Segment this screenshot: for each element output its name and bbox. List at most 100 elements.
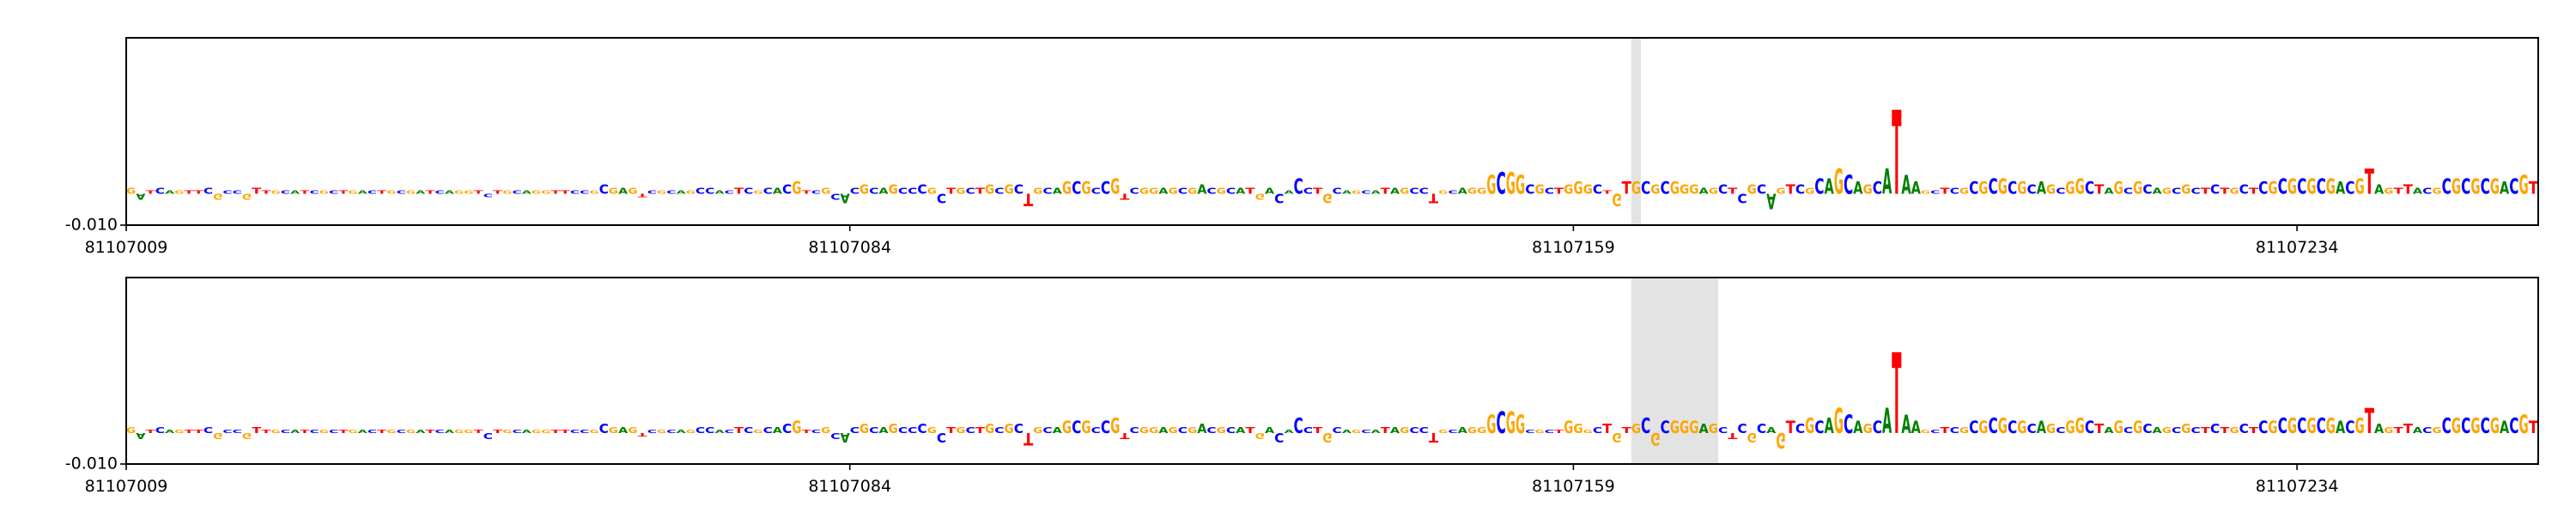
logo-letter: G [1477,425,1486,436]
logo-letter: T [1429,430,1438,444]
logo-letter: A [1853,418,1862,437]
logo-letter: A [136,430,145,441]
logo-letter: G [213,192,222,202]
logo-letter: C [309,190,319,195]
logo-letter: T [1245,186,1255,196]
logo-letter: T [1120,430,1129,441]
logo-letter: A [1698,421,1708,436]
logo-letter: G [2017,418,2026,437]
logo-letter: T [638,192,647,198]
logo-letter: G [821,186,830,196]
logo-letter: C [2317,413,2326,438]
logo-letter: C [2481,413,2490,438]
logo-letter: G [454,429,464,434]
logo-letter: C [1593,182,1602,197]
logo-letter: A [1158,425,1168,436]
logo-letter: C [1757,182,1766,197]
logo-letter: G [1612,430,1621,444]
logo-letter: A [1882,401,1892,441]
logo-letter: T [1554,186,1564,196]
logo-letter: G [271,190,281,195]
logo-letter: A [878,425,888,436]
logo-letter: G [1255,430,1265,441]
logo-letter: A [1284,429,1293,434]
logo-letter: G [1862,421,1872,436]
logo-letter: A [1342,190,1352,195]
logo-letter: C [2026,182,2036,197]
logo-letter: C [1303,186,1313,196]
logo-letter: A [2374,182,2384,197]
x-tick-label: 81107009 [85,238,168,257]
logo-letter: T [2393,425,2403,436]
y-tick-label: -0.010 [65,455,118,473]
logo-letter: T [194,429,204,434]
logo-letter: C [1873,178,1882,198]
logo-letter: C [2422,186,2432,196]
logo-letter: A [1158,186,1168,196]
logo-letter: G [1534,182,1544,197]
logo-letter: A [1265,186,1274,196]
logo-letter: C [2461,174,2470,199]
logo-letter: A [2413,425,2422,436]
logo-letter: G [406,190,416,195]
logo-letter: G [348,190,357,195]
logo-letter: A [1911,178,1921,198]
logo-letter: G [2490,174,2500,199]
logo-letter: G [1188,425,1197,436]
logo-letter: A [676,429,685,434]
logo-letter: C [2008,418,2017,437]
logo-letter: G [1139,186,1149,196]
logo-letter: G [2268,418,2277,437]
logo-letter: T [2094,421,2104,436]
logo-letter: T [2529,178,2538,198]
logo-letter: G [271,429,281,434]
logo-letter: A [1197,182,1206,197]
logo-letter: T [1892,87,1901,222]
logo-letter: G [1149,186,1158,196]
logo-letter: C [647,429,657,434]
logo-letter: G [1400,425,1409,436]
logo-letter: A [2500,178,2509,198]
logo-letter: C [1950,425,1959,436]
logo-letter: A [1265,425,1274,436]
logo-letter: C [1178,425,1188,436]
logo-letter: C [2008,178,2017,198]
logo-letter: A [2336,178,2345,198]
logo-letter: C [744,425,753,436]
logo-letter: A [522,429,532,434]
logo-letter: C [763,186,773,196]
logo-letter: A [445,429,454,434]
logo-letter: T [550,429,560,434]
logo-letter: T [1313,186,1322,196]
logo-letter: G [1921,429,1930,434]
logo-letter: C [2210,421,2220,436]
logo-letter: C [512,429,521,434]
logo-letter: G [753,190,762,195]
logo-letter: T [2365,401,2374,441]
logo-letter: C [1844,410,1853,439]
logo-letter: C [2056,425,2065,436]
logo-letter: G [1004,182,1013,197]
logo-letter: G [956,425,965,436]
logo-letter: T [1245,425,1255,436]
logo-letter: C [397,190,406,195]
logo-letter: T [1786,418,1795,437]
logo-letter: T [2529,418,2538,437]
logo-letter: C [908,186,917,196]
logo-letter: C [222,190,232,195]
logo-letter: G [2490,413,2500,438]
x-tick-label: 81107009 [85,477,168,496]
logo-letter: C [1361,190,1370,195]
logo-letter: T [2403,182,2413,197]
logo-letter: G [2470,413,2480,438]
logo-letter: A [676,190,685,195]
logo-letter: T [473,190,483,195]
logo-letter: G [464,429,473,434]
logo-letter: G [1573,421,1583,436]
logo-letter: C [696,186,705,196]
logo-letter: C [1545,429,1554,434]
logo-letter: C [368,429,377,434]
logo-letter: C [1969,178,1978,198]
